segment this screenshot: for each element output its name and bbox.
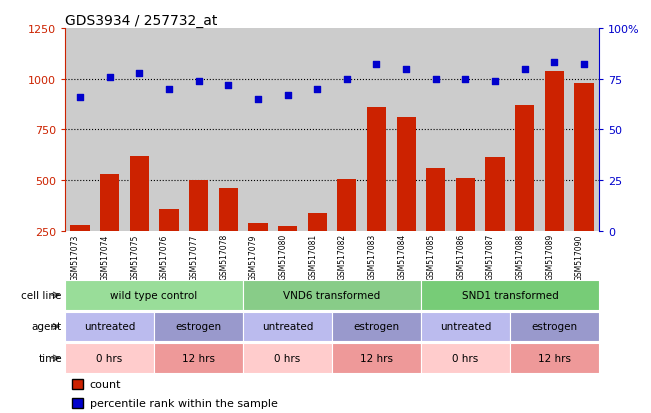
FancyBboxPatch shape xyxy=(332,343,421,373)
FancyBboxPatch shape xyxy=(65,343,154,373)
Text: GSM517080: GSM517080 xyxy=(279,234,288,280)
Text: GSM517074: GSM517074 xyxy=(101,234,109,280)
Point xyxy=(401,66,411,73)
Text: GSM517078: GSM517078 xyxy=(219,234,229,280)
Bar xyxy=(70,225,90,282)
Text: GSM517083: GSM517083 xyxy=(368,234,376,280)
Text: 0 hrs: 0 hrs xyxy=(96,353,122,363)
FancyBboxPatch shape xyxy=(243,280,421,310)
Text: GSM517088: GSM517088 xyxy=(516,234,525,280)
Text: percentile rank within the sample: percentile rank within the sample xyxy=(90,398,278,408)
Bar xyxy=(515,106,534,282)
Text: SND1 transformed: SND1 transformed xyxy=(462,290,559,300)
FancyBboxPatch shape xyxy=(332,312,421,342)
Point xyxy=(283,93,293,99)
FancyBboxPatch shape xyxy=(510,343,599,373)
FancyBboxPatch shape xyxy=(154,312,243,342)
Bar xyxy=(545,71,564,282)
Bar xyxy=(337,180,357,282)
Text: estrogen: estrogen xyxy=(176,322,221,332)
Point xyxy=(223,82,234,89)
Point xyxy=(519,66,530,73)
Text: untreated: untreated xyxy=(84,322,135,332)
Point xyxy=(342,76,352,83)
Text: untreated: untreated xyxy=(262,322,313,332)
FancyBboxPatch shape xyxy=(510,312,599,342)
Point xyxy=(134,70,145,77)
FancyBboxPatch shape xyxy=(421,312,510,342)
Bar xyxy=(456,179,475,282)
Bar xyxy=(426,169,445,282)
Point xyxy=(104,74,115,81)
Text: GSM517077: GSM517077 xyxy=(189,234,199,280)
Text: VND6 transformed: VND6 transformed xyxy=(283,290,381,300)
Text: GSM517076: GSM517076 xyxy=(160,234,169,280)
FancyBboxPatch shape xyxy=(421,280,599,310)
Text: agent: agent xyxy=(32,322,62,332)
Text: GSM517087: GSM517087 xyxy=(486,234,495,280)
Text: 0 hrs: 0 hrs xyxy=(452,353,478,363)
Point xyxy=(460,76,471,83)
Bar xyxy=(159,209,178,282)
Point xyxy=(549,60,560,66)
Text: 12 hrs: 12 hrs xyxy=(182,353,215,363)
Bar xyxy=(367,108,386,282)
FancyBboxPatch shape xyxy=(65,280,243,310)
FancyBboxPatch shape xyxy=(154,343,243,373)
Text: wild type control: wild type control xyxy=(111,290,198,300)
Text: GSM517081: GSM517081 xyxy=(308,234,317,280)
Point xyxy=(312,86,322,93)
Bar xyxy=(278,226,297,282)
Text: GSM517084: GSM517084 xyxy=(397,234,406,280)
Bar xyxy=(307,213,327,282)
Text: GSM517089: GSM517089 xyxy=(546,234,555,280)
Bar xyxy=(574,83,594,282)
Text: untreated: untreated xyxy=(440,322,491,332)
Point xyxy=(371,62,381,69)
Point xyxy=(163,86,174,93)
Text: GSM517082: GSM517082 xyxy=(338,234,347,280)
Text: time: time xyxy=(38,353,62,363)
Text: GSM517086: GSM517086 xyxy=(456,234,465,280)
Text: 0 hrs: 0 hrs xyxy=(275,353,301,363)
FancyBboxPatch shape xyxy=(243,312,332,342)
Text: GSM517085: GSM517085 xyxy=(427,234,436,280)
Bar xyxy=(248,223,268,282)
Point xyxy=(430,76,441,83)
Text: estrogen: estrogen xyxy=(353,322,400,332)
Text: 12 hrs: 12 hrs xyxy=(538,353,571,363)
Point xyxy=(75,95,85,101)
Text: GSM517075: GSM517075 xyxy=(130,234,139,280)
Bar xyxy=(219,189,238,282)
Bar xyxy=(396,118,416,282)
Bar xyxy=(486,157,505,282)
Bar xyxy=(130,157,149,282)
FancyBboxPatch shape xyxy=(243,343,332,373)
Text: GSM517079: GSM517079 xyxy=(249,234,258,280)
Text: GSM517090: GSM517090 xyxy=(575,234,584,280)
Bar xyxy=(189,181,208,282)
FancyBboxPatch shape xyxy=(421,343,510,373)
Bar xyxy=(100,175,119,282)
Text: estrogen: estrogen xyxy=(531,322,577,332)
Point xyxy=(490,78,501,85)
Text: count: count xyxy=(90,379,121,389)
Text: cell line: cell line xyxy=(21,290,62,300)
Text: 12 hrs: 12 hrs xyxy=(360,353,393,363)
Point xyxy=(193,78,204,85)
Point xyxy=(579,62,589,69)
FancyBboxPatch shape xyxy=(65,312,154,342)
Point xyxy=(253,96,263,103)
Text: GDS3934 / 257732_at: GDS3934 / 257732_at xyxy=(65,14,217,28)
Text: GSM517073: GSM517073 xyxy=(71,234,80,280)
